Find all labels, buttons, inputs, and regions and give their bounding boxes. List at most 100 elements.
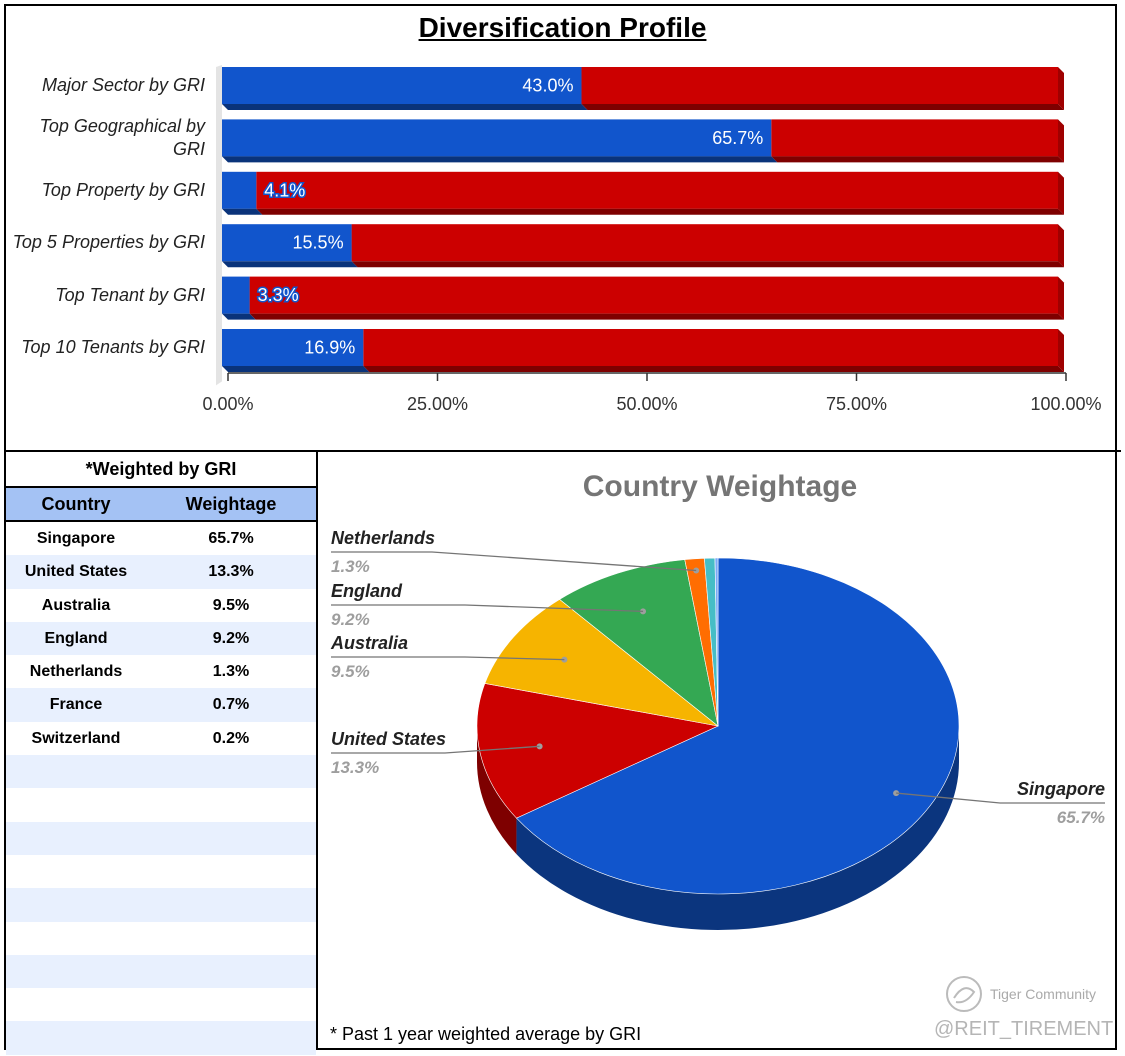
watermark-brand: Tiger Community (990, 986, 1097, 1002)
bar-remainder-depth (771, 156, 1064, 163)
pie-label-value: 1.3% (331, 557, 370, 576)
bar-value (222, 329, 364, 366)
cell-weightage: 0.7% (212, 696, 250, 714)
callout-line (331, 551, 697, 572)
bar-remainder-depth (363, 366, 1064, 372)
bar-data-label: 43.0% (522, 76, 573, 96)
bar-end-depth (1058, 119, 1064, 163)
bar-end-depth (1058, 171, 1064, 215)
pie-label-value: 9.5% (331, 662, 370, 681)
pie-label-name: England (331, 581, 402, 601)
table-row: France 0.7% (6, 688, 316, 722)
pie-label-value: 13.3% (331, 758, 380, 777)
pie-label-value: 65.7% (1056, 808, 1105, 827)
watermark-handle: @REIT_TIREMENT (934, 1018, 1114, 1040)
table-note: *Weighted by GRI (85, 459, 237, 479)
horizontal-divider (4, 450, 1121, 452)
pie-label-name: Singapore (1016, 779, 1105, 799)
cell-country: France (49, 696, 103, 714)
bar-remainder (363, 329, 1058, 366)
bar-end-depth (1058, 67, 1064, 110)
table-body: Singapore 65.7% United States 13.3% Australi… (6, 522, 316, 1055)
bar-value (222, 119, 772, 157)
bar-data-label: 65.7% (712, 128, 763, 148)
pie-slice-side (516, 726, 959, 931)
bar-row: 3.3% (222, 276, 1064, 320)
cell-weightage: 13.3% (208, 563, 254, 581)
pie-title: Country Weightage (582, 470, 858, 503)
outer-frame (4, 4, 1117, 1050)
callout-line (331, 656, 565, 661)
cell-country: Switzerland (31, 729, 121, 747)
bar-data-label: 15.5% (293, 233, 344, 253)
cell-country: Australia (41, 596, 111, 614)
x-tick-label: 0.00% (202, 394, 254, 414)
bar-data-label: 4.1% (264, 180, 305, 200)
page-title: Diversification Profile (418, 12, 707, 43)
bar-value-depth (222, 261, 358, 268)
pie-label-name: Australia (331, 633, 409, 653)
tiger-logo-icon (946, 976, 982, 1012)
bar-category-label: Top Tenant by GRI (55, 284, 205, 305)
cell-weightage: 9.5% (212, 596, 250, 614)
bar-remainder (249, 276, 1058, 314)
header-weightage: Weightage (185, 494, 277, 514)
bar-end-depth (1058, 329, 1064, 372)
pie-slice (484, 598, 719, 727)
bar-value (222, 171, 257, 209)
cell-weightage: 1.3% (212, 663, 250, 681)
table-row: Netherlands 1.3% (6, 655, 316, 688)
bar-row: 65.7% (222, 119, 1064, 163)
bar-data-label: 3.3% (258, 285, 299, 305)
x-tick-label: 50.00% (616, 394, 678, 414)
bar-end-depth (1058, 224, 1064, 268)
bar-category-label: Top 5 Properties by GRI (12, 232, 205, 253)
callout-line (896, 792, 1105, 804)
bar-remainder (771, 119, 1058, 157)
x-tick-label: 25.00% (406, 394, 469, 414)
cell-weightage: 9.2% (212, 629, 250, 647)
table-row (6, 821, 316, 855)
table-header: Country Weightage (6, 486, 316, 522)
bar-remainder-depth (256, 208, 1064, 215)
table-row (6, 888, 316, 922)
table-row: Singapore 65.7% (6, 522, 316, 555)
pie-slice (515, 557, 960, 895)
table-row (6, 1021, 316, 1055)
bar-value (222, 276, 250, 314)
bar-chart: 43.0% 65.7% 4.1% 15.5% 3.3% 16.9% (216, 65, 1067, 386)
bar-remainder (256, 171, 1058, 209)
bar-value (222, 224, 352, 262)
cell-weightage: 0.2% (212, 729, 250, 747)
bar-value-depth (222, 104, 588, 110)
bar-category-label: Top Property by GRI (41, 179, 205, 200)
pie-slice (559, 559, 719, 727)
table-row: Australia 9.5% (6, 589, 316, 622)
bar-value-depth (222, 366, 370, 372)
bar-value-depth (222, 313, 256, 320)
vertical-divider (316, 451, 318, 1050)
bar-remainder (581, 67, 1058, 104)
bar-category-label: Major Sector by GRI (41, 75, 205, 95)
cell-country: England (44, 629, 108, 647)
cell-country: Singapore (36, 530, 116, 547)
table-row: Switzerland 0.2% (6, 722, 316, 755)
bar-category-label: Top 10 Tenants by GRI (21, 337, 205, 357)
bar-remainder (351, 224, 1059, 262)
pie-slice (714, 557, 719, 727)
weightage-table: *Weighted by GRI Country Weightage Singa… (6, 452, 316, 1055)
table-row (6, 755, 316, 789)
bar-value-depth (222, 156, 778, 163)
cell-country: United States (24, 563, 128, 581)
bar-row: 15.5% (222, 224, 1065, 268)
table-row (6, 954, 316, 989)
pie-side-walls (477, 726, 959, 931)
pie-label-name: United States (331, 729, 447, 749)
table-row: England 9.2% (6, 621, 316, 656)
bar-data-label: 16.9% (304, 338, 355, 358)
cell-weightage: 65.7% (208, 530, 254, 547)
bar-category-label: Top Geographical by GRI (39, 115, 205, 159)
cell-country: Netherlands (29, 663, 123, 681)
bar-row: 16.9% (222, 329, 1064, 372)
